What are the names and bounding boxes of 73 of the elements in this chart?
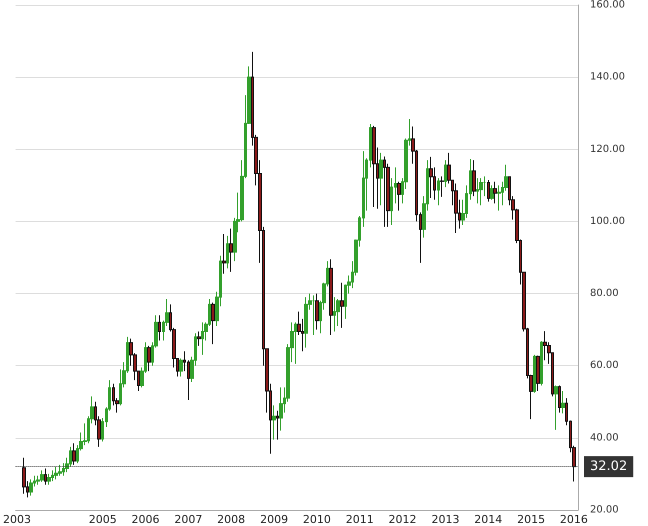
candlestick — [383, 156, 386, 228]
x-tick-label: 2006 — [132, 513, 160, 526]
candlestick — [540, 340, 543, 386]
candlestick — [561, 390, 565, 414]
x-tick-label: 2007 — [174, 513, 202, 526]
x-tick-label: 2003 — [2, 513, 31, 526]
x-tick-label: 2008 — [217, 513, 246, 526]
candlestick — [440, 176, 444, 198]
candlestick — [272, 404, 276, 440]
candlestick — [44, 468, 47, 486]
candlestick — [490, 184, 494, 200]
y-tick-label: 120.00 — [590, 144, 625, 155]
x-tick-label: 2012 — [388, 513, 417, 526]
candlestick — [211, 302, 215, 345]
candlestick — [329, 258, 333, 336]
candlestick — [158, 314, 161, 341]
y-tick-label: 40.00 — [590, 432, 619, 444]
candlestick — [294, 322, 297, 364]
candlestick — [554, 385, 558, 430]
candlestick — [304, 296, 308, 348]
candlestick — [444, 160, 447, 188]
x-tick-label: 2005 — [88, 513, 117, 526]
x-tick-label: 2016 — [560, 513, 588, 526]
candlestick — [276, 410, 279, 440]
y-tick-label: 20.00 — [590, 504, 619, 516]
y-tick-label: 100.00 — [590, 216, 625, 227]
candlestick — [47, 473, 51, 486]
candlestick — [397, 181, 401, 212]
candlestick — [379, 152, 383, 206]
y-tick-label: 140.00 — [590, 72, 625, 83]
candlestick — [22, 457, 26, 494]
candlestick — [201, 322, 204, 356]
candlestick — [229, 228, 233, 272]
candlestick — [222, 234, 226, 274]
x-tick-label: 2015 — [517, 513, 546, 526]
candlestick — [497, 184, 501, 212]
candlestick — [29, 478, 33, 496]
candlestick — [179, 358, 183, 378]
candlestick — [493, 181, 497, 204]
candlestick — [372, 125, 376, 208]
candlestick — [472, 160, 476, 197]
x-tick-label: 2014 — [474, 513, 502, 526]
candlestick — [58, 464, 62, 476]
candlestick — [312, 294, 315, 336]
candlestick — [558, 385, 561, 414]
candlestick — [340, 282, 344, 328]
y-tick-label: 160.00 — [590, 0, 625, 10]
x-tick-label: 2009 — [260, 513, 288, 526]
candlestick — [536, 355, 540, 392]
candlestick — [333, 296, 336, 332]
candlestick — [72, 442, 76, 466]
x-tick-label: 2010 — [302, 513, 331, 526]
ref-line-label: 32.02 — [590, 459, 628, 474]
candlestick — [533, 354, 536, 394]
candlestick — [40, 470, 44, 482]
y-tick-label: 60.00 — [590, 360, 619, 372]
candlestick — [429, 156, 433, 198]
candlestick — [54, 466, 58, 480]
candlestick — [51, 470, 54, 482]
candlestick — [454, 183, 458, 234]
x-tick-label: 2013 — [431, 513, 460, 526]
candlestick — [476, 178, 479, 204]
candlestick — [279, 386, 283, 432]
candlestick — [479, 178, 483, 206]
candlestick — [226, 235, 229, 269]
candlestick — [487, 179, 490, 202]
candlestick — [315, 293, 319, 330]
candlestick — [437, 178, 440, 206]
candlestick — [197, 330, 201, 346]
candlestick — [543, 330, 547, 361]
x-tick-label: 2011 — [346, 513, 374, 526]
candlestick — [147, 345, 151, 372]
y-tick-label: 80.00 — [590, 288, 619, 300]
